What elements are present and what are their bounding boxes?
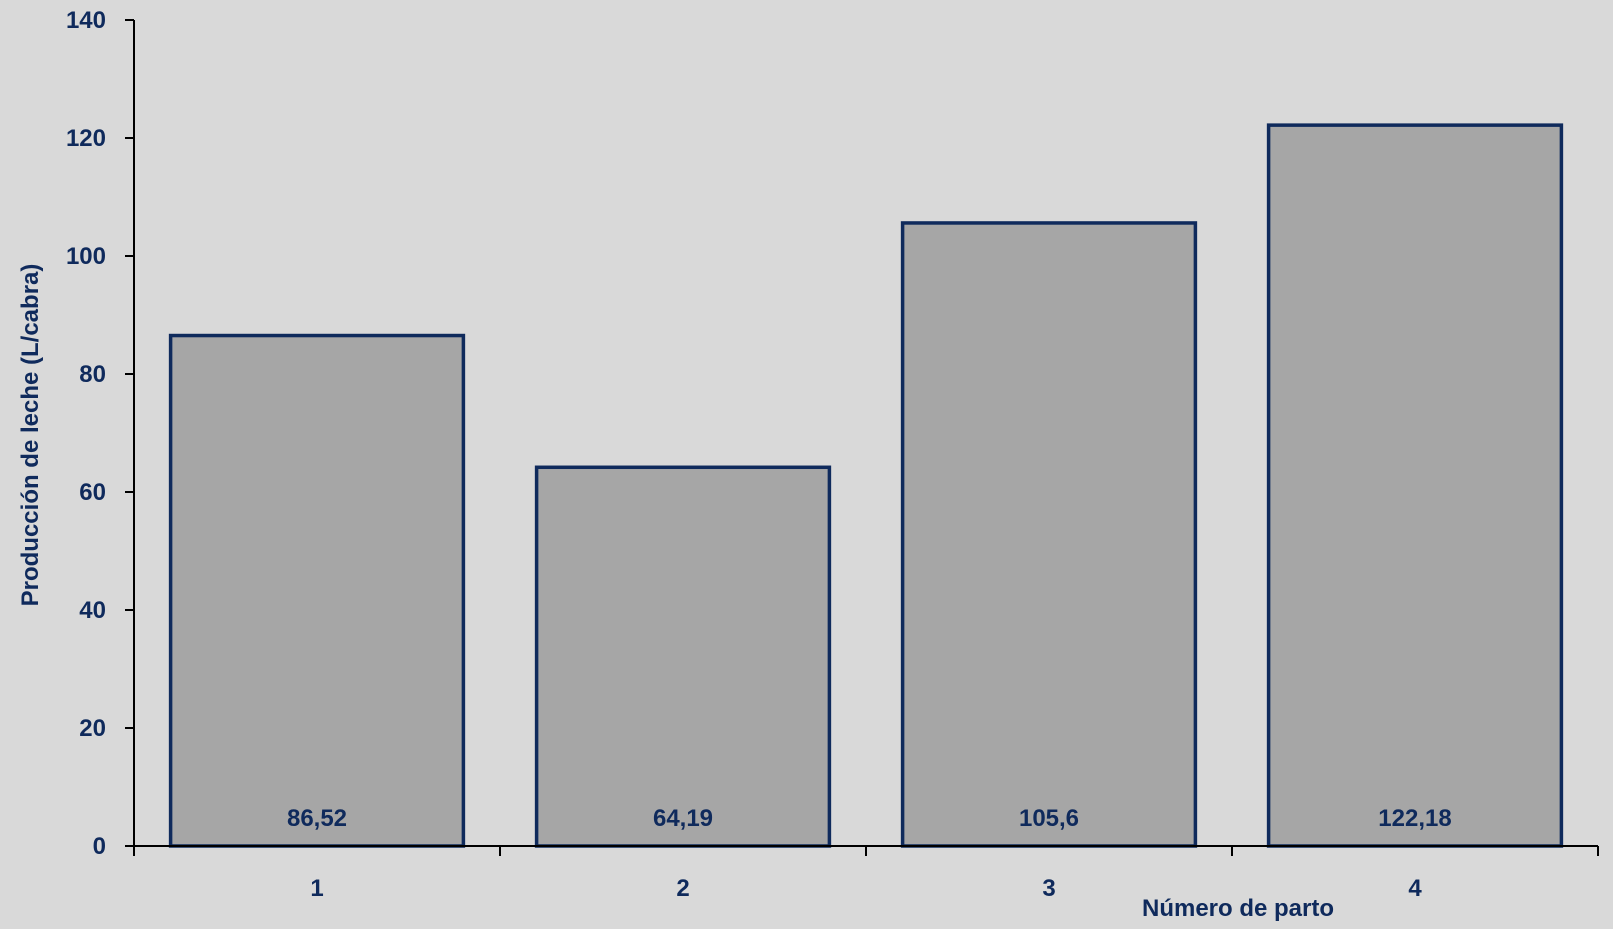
y-ticks: 0 20 40 60 80 100 120 140	[66, 7, 134, 860]
y-tick-label: 100	[66, 243, 106, 270]
bar-3	[900, 221, 1198, 848]
x-tick-label: 2	[676, 875, 689, 902]
y-axis-title: Producción de leche (L/cabra)	[17, 264, 44, 607]
data-label: 86,52	[287, 805, 347, 832]
bar-1	[168, 333, 466, 848]
data-label: 64,19	[653, 805, 713, 832]
y-tick-label: 120	[66, 125, 106, 152]
y-tick-label: 20	[79, 715, 106, 742]
y-tick-label: 40	[79, 597, 106, 624]
data-labels: 86,52 64,19 105,6 122,18	[287, 805, 1452, 832]
data-label: 122,18	[1378, 805, 1451, 832]
bar-2	[534, 465, 832, 848]
x-tick-label: 3	[1042, 875, 1055, 902]
bars-layer	[168, 123, 1564, 848]
data-label: 105,6	[1019, 805, 1079, 832]
y-tick-label: 0	[93, 833, 106, 860]
x-axis-title: Número de parto	[1142, 895, 1334, 922]
x-tick-label: 1	[310, 875, 323, 902]
y-tick-label: 80	[79, 361, 106, 388]
x-tick-label: 4	[1408, 875, 1422, 902]
x-ticks: 1 2 3 4	[133, 846, 1599, 902]
y-tick-label: 60	[79, 479, 106, 506]
bar-4	[1266, 123, 1564, 848]
y-tick-label: 140	[66, 7, 106, 34]
